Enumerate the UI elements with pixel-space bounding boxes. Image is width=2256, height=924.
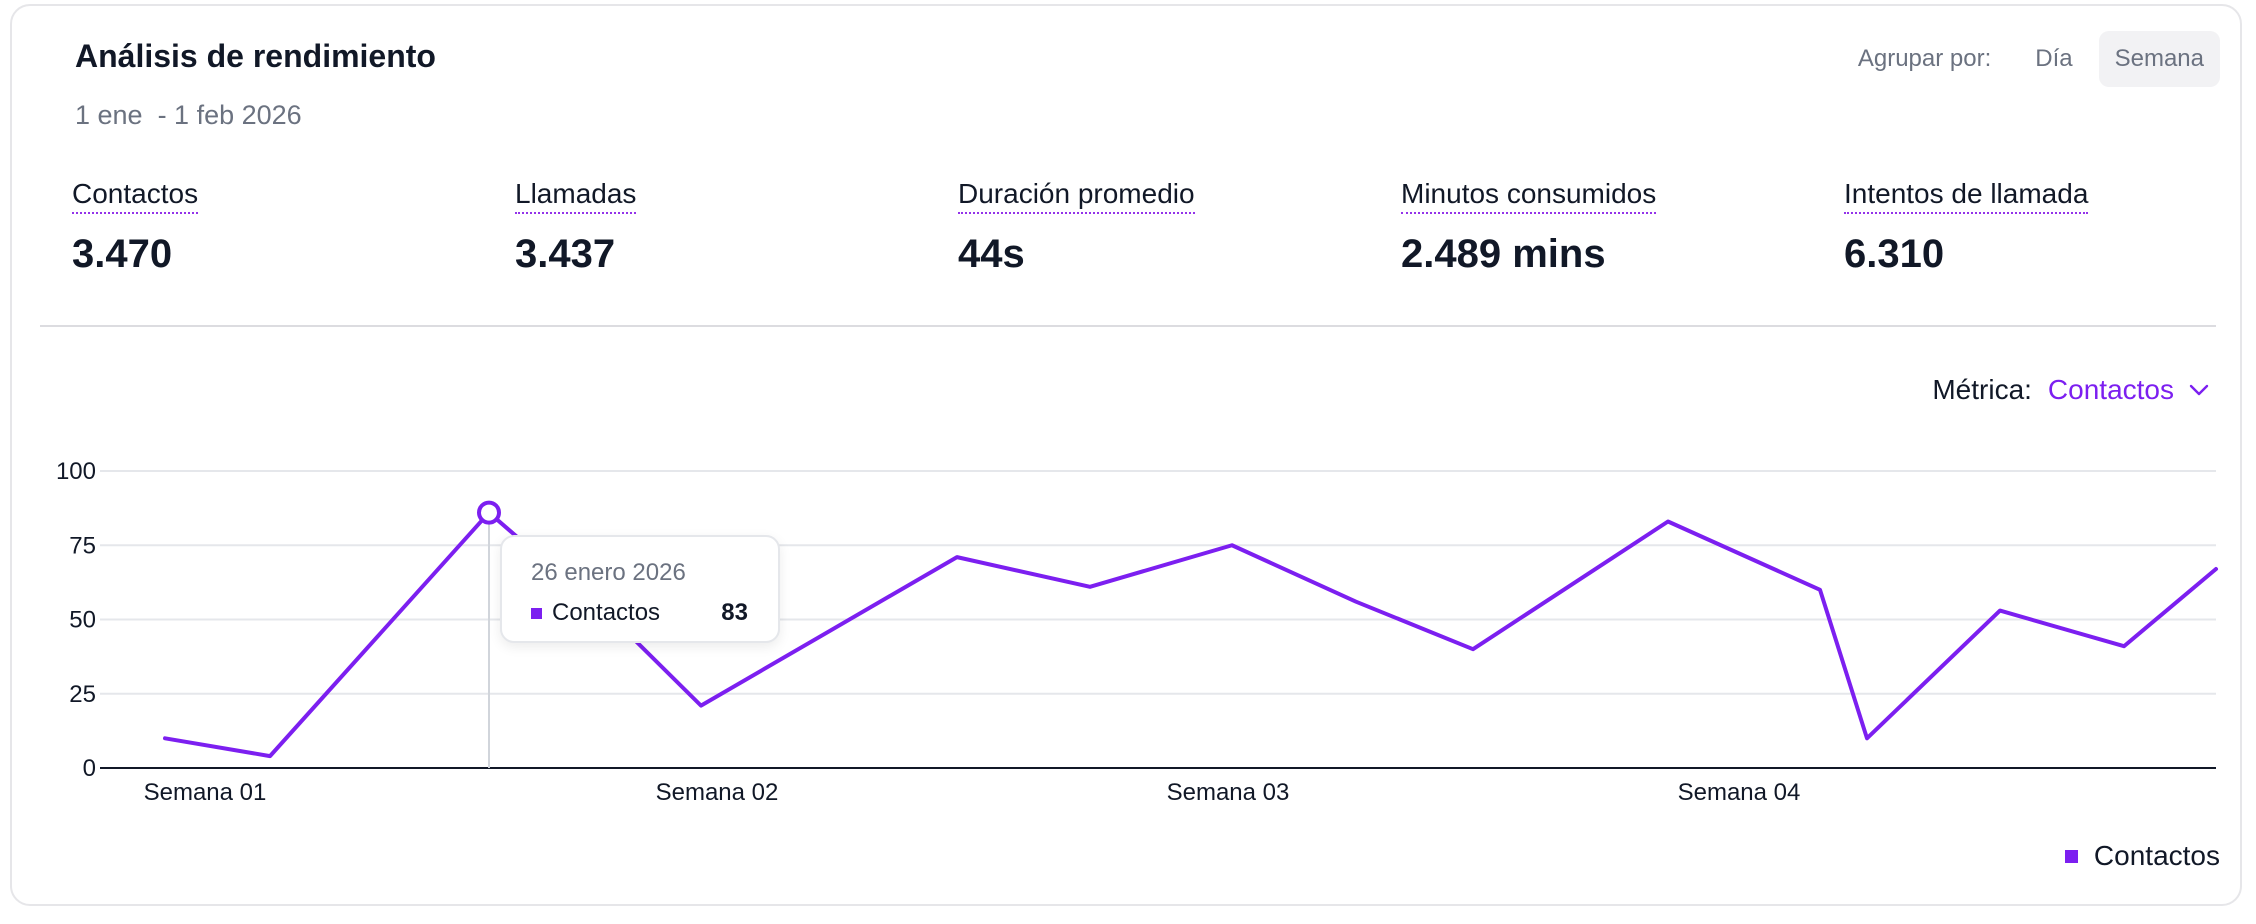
y-tick-label: 100 [56, 458, 96, 485]
metric-minutos-consumidos[interactable]: Minutos consumidos 2.489 mins [1401, 178, 1657, 277]
group-by-label: Agrupar por: [1857, 45, 1992, 72]
y-tick-label: 0 [83, 755, 96, 782]
x-tick-label: Semana 02 [656, 779, 779, 806]
metrics-row: Contactos 3.470 Llamadas 3.437 Duración … [72, 178, 2222, 288]
x-tick-label: Semana 01 [144, 779, 267, 806]
metric-selector-value[interactable]: Contactos [2047, 374, 2174, 405]
metric-value: 2.489 mins [1401, 232, 1606, 276]
metric-duracion-promedio[interactable]: Duración promedio 44s [958, 178, 1195, 277]
tooltip-value: 83 [721, 599, 748, 626]
metric-label: Contactos [72, 178, 199, 214]
legend-swatch [2064, 849, 2078, 863]
group-by-control: Agrupar por: Día Semana [1858, 31, 2220, 87]
chart-legend[interactable]: Contactos [2064, 840, 2220, 872]
y-tick-label: 50 [69, 607, 96, 634]
date-range[interactable]: 1 ene - 1 feb 2026 [75, 100, 302, 130]
metric-contactos[interactable]: Contactos 3.470 [72, 178, 199, 277]
metric-label: Minutos consumidos [1401, 178, 1657, 214]
legend-label: Contactos [2093, 840, 2220, 871]
page-title: Análisis de rendimiento [75, 38, 436, 74]
tooltip-row: Contactos 83 [531, 599, 748, 627]
divider [40, 325, 2216, 327]
metric-label: Duración promedio [958, 178, 1195, 214]
chevron-down-icon[interactable] [2188, 379, 2210, 401]
chart-tooltip: 26 enero 2026 Contactos 83 [500, 535, 780, 643]
metric-label: Intentos de llamada [1844, 178, 2089, 214]
metric-value: 3.470 [72, 232, 173, 276]
metric-intentos-de-llamada[interactable]: Intentos de llamada 6.310 [1844, 178, 2089, 277]
performance-card [10, 4, 2242, 906]
tooltip-swatch [531, 607, 542, 619]
tooltip-series-name: Contactos [552, 599, 661, 626]
y-tick-label: 25 [69, 681, 96, 708]
tooltip-date: 26 enero 2026 [531, 559, 686, 586]
series-line-contactos [163, 510, 2218, 759]
metric-label: Llamadas [515, 178, 637, 214]
metric-value: 6.310 [1844, 232, 1945, 276]
metric-llamadas[interactable]: Llamadas 3.437 [515, 178, 637, 277]
data-point-highlight [477, 500, 501, 525]
x-tick-label: Semana 04 [1678, 779, 1801, 806]
metric-value: 3.437 [515, 232, 616, 276]
metric-selector[interactable]: Métrica: Contactos [1932, 374, 2210, 406]
group-by-week-button[interactable]: Semana [2098, 31, 2220, 87]
x-tick-label: Semana 03 [1167, 779, 1290, 806]
metric-selector-label: Métrica: [1932, 374, 2032, 405]
group-by-day-button[interactable]: Día [2035, 45, 2073, 72]
y-tick-label: 75 [69, 532, 96, 559]
metric-value: 44s [958, 232, 1025, 276]
